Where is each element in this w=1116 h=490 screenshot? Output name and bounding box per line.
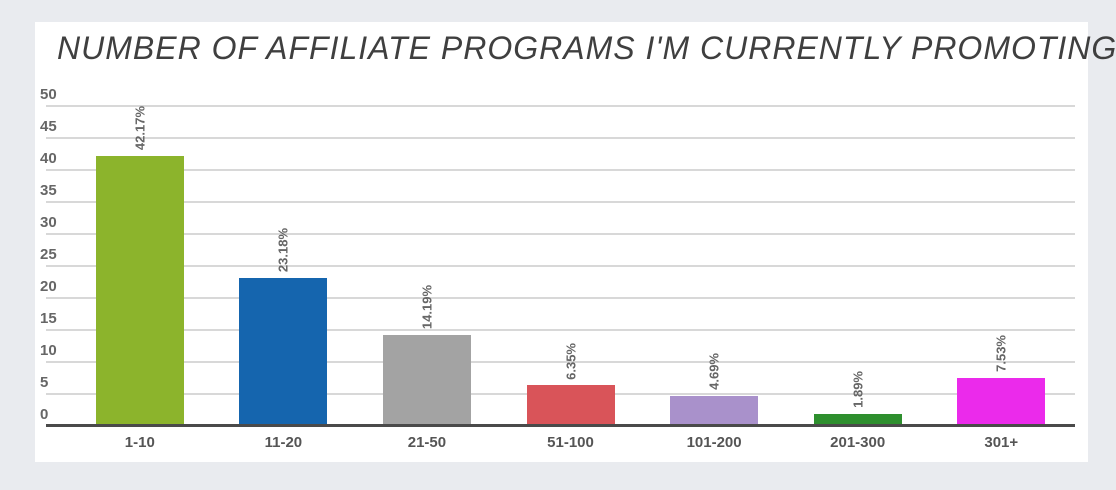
y-tick-label: 25 xyxy=(40,246,57,263)
bar-value-label: 23.18% xyxy=(275,227,291,272)
chart-card: NUMBER OF AFFILIATE PROGRAMS I'M CURRENT… xyxy=(35,22,1116,462)
bar xyxy=(526,385,615,426)
bar-band: 42.17% xyxy=(68,106,212,426)
bar-value-label: 14.19% xyxy=(419,285,435,330)
y-tick-label: 50 xyxy=(40,86,57,103)
y-tick-label: 15 xyxy=(40,310,57,327)
gridline xyxy=(46,233,1075,235)
x-tick-label: 51-100 xyxy=(547,434,594,451)
gridline xyxy=(46,169,1075,171)
bar-band: 1.89% xyxy=(786,106,930,426)
gridline xyxy=(46,137,1075,139)
x-axis-baseline xyxy=(46,424,1075,427)
gridline xyxy=(46,265,1075,267)
x-tick-label: 21-50 xyxy=(407,434,447,451)
bar xyxy=(382,335,471,426)
y-tick-label: 40 xyxy=(40,150,57,167)
y-tick-label: 35 xyxy=(40,182,57,199)
gridline xyxy=(46,201,1075,203)
bar xyxy=(813,413,902,426)
gridline xyxy=(46,297,1075,299)
bar-band: 4.69% xyxy=(642,106,786,426)
y-tick-label: 45 xyxy=(40,118,57,135)
gridline xyxy=(46,329,1075,331)
x-tick-label: 101-200 xyxy=(686,434,742,451)
bar-value-label: 1.89% xyxy=(850,371,866,408)
y-tick-label: 20 xyxy=(40,278,57,295)
y-tick-label: 0 xyxy=(40,406,49,423)
bar xyxy=(95,156,184,426)
bar-value-label: 6.35% xyxy=(563,342,579,380)
chart-title: NUMBER OF AFFILIATE PROGRAMS I'M CURRENT… xyxy=(57,30,1116,66)
bar-value-label: 42.17% xyxy=(132,106,148,151)
y-tick-label: 5 xyxy=(40,374,49,391)
x-tick-label: 1-10 xyxy=(124,434,155,451)
bar-band: 6.35% xyxy=(499,106,643,426)
bars-row: 42.17% 23.18% 14.19% 6.35% 4.69% 1.89% 7.53% xyxy=(46,106,1075,426)
x-axis-labels: 1-10 11-20 21-50 51-100 101-200 201-300 301+ xyxy=(46,434,1075,451)
bar-band: 14.19% xyxy=(355,106,499,426)
bar xyxy=(670,395,759,426)
bar xyxy=(957,377,1046,426)
y-tick-label: 30 xyxy=(40,214,57,231)
gridline xyxy=(46,105,1075,107)
plot-area: 42.17% 23.18% 14.19% 6.35% 4.69% 1.89% 7.53% xyxy=(46,105,1075,427)
x-tick-label: 201-300 xyxy=(830,434,886,451)
bar-band: 23.18% xyxy=(212,106,356,426)
bar xyxy=(239,277,328,426)
y-tick-label: 10 xyxy=(40,342,57,359)
bar-value-label: 7.53% xyxy=(993,334,1009,372)
bar-value-label: 4.69% xyxy=(706,353,722,390)
bar-band: 7.53% xyxy=(929,106,1073,426)
x-tick-label: 11-20 xyxy=(264,434,303,451)
x-tick-label: 301+ xyxy=(984,434,1019,451)
gridline xyxy=(46,361,1075,363)
